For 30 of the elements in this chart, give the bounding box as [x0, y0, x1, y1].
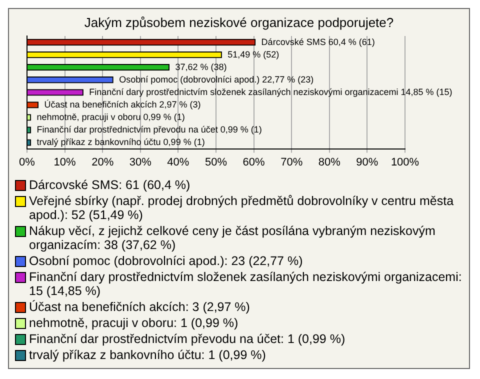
data-label: Finanční dar prostřednictvím převodu na účet 0,99 % (1): [36, 124, 262, 134]
x-tick-label: 100%: [390, 156, 420, 168]
data-label: Osobní pomoc (dobrovolníci apod.) 22,77 % (23): [119, 74, 314, 84]
x-tick-label: 20%: [92, 156, 114, 168]
x-tick-label: 80%: [318, 156, 341, 168]
legend-label: Nákup věcí, z jejichž celkové ceny je část posílána vybraným neziskovým organizacím: 38 (37,62 %): [29, 224, 436, 252]
x-tick-label: 50%: [204, 156, 228, 168]
x-tick-label: 70%: [280, 156, 303, 168]
legend-label: Účast na benefičních akcích: 3 (2,97 %): [29, 300, 250, 314]
legend-label: trvalý příkaz z bankovního účtu: 1 (0,99 %): [29, 348, 266, 362]
x-tick-label: 10%: [54, 156, 76, 168]
data-label: Dárcovské SMS 60,4 % (61): [261, 36, 375, 47]
x-tick-label: 90%: [356, 156, 378, 168]
data-label: Finanční dary prostřednictvím složenek zasílaných neziskovými organizacemi 14,85 % (15): [89, 86, 452, 97]
data-label: trvalý příkaz z bankovního účtu 0,99 % (1): [36, 137, 205, 148]
chart-title: Jakým způsobem neziskové organizace podporujete?: [83, 14, 395, 32]
legend-label: Osobní pomoc (dobrovolníci apod.): 23 (22,77 %): [29, 254, 303, 268]
x-tick-label: 40%: [167, 156, 190, 168]
legend-label: nehmotně, pracuji v oboru: 1 (0,99 %): [29, 316, 238, 330]
x-tick-label: 30%: [129, 156, 152, 168]
legend-label: Veřejné sbírky (např. prodej drobných předmětů dobrovolníky v centru města apod.): 52 (51,49 %): [29, 194, 455, 222]
data-label: 37,62 % (38): [175, 62, 227, 72]
data-label: 51,49 % (52): [228, 49, 280, 60]
x-tick-label: 60%: [242, 156, 266, 168]
legend-label: Finanční dary prostřednictvím složenek zasílaných neziskovými organizacemi: 15 (14,85 %): [29, 270, 463, 298]
legend-label: Dárcovské SMS: 61 (60,4 %): [29, 178, 190, 192]
legend-label: Finanční dar prostřednictvím převodu na účet: 1 (0,99 %): [29, 332, 346, 346]
data-label: nehmotně, pracuji v oboru 0,99 % (1): [36, 112, 185, 122]
x-tick-label: 0%: [19, 156, 36, 168]
data-label: Účast na benefičních akcích 2,97 % (3): [44, 99, 201, 110]
